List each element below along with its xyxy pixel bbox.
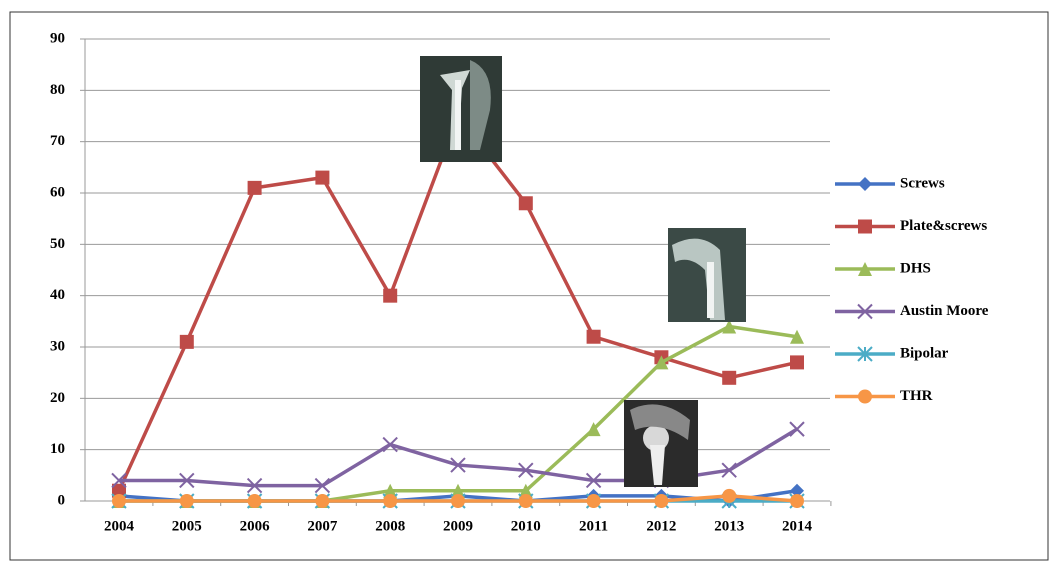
y-tick-label: 20 bbox=[50, 390, 65, 406]
marker bbox=[248, 181, 262, 195]
y-tick-label: 80 bbox=[50, 82, 65, 98]
marker bbox=[315, 494, 329, 508]
x-tick-label: 2004 bbox=[104, 518, 135, 534]
marker bbox=[587, 330, 601, 344]
y-tick-label: 30 bbox=[50, 338, 65, 354]
x-tick-label: 2014 bbox=[782, 518, 813, 534]
marker bbox=[722, 489, 736, 503]
marker bbox=[587, 494, 601, 508]
y-tick-label: 70 bbox=[50, 133, 65, 149]
x-tick-label: 2013 bbox=[714, 518, 744, 534]
marker bbox=[858, 390, 872, 404]
y-tick-label: 50 bbox=[50, 236, 65, 252]
xray-image bbox=[420, 56, 502, 162]
marker bbox=[519, 196, 533, 210]
marker bbox=[180, 494, 194, 508]
y-tick-label: 10 bbox=[50, 441, 65, 457]
legend-label: THR bbox=[900, 388, 933, 404]
chart: 0 10 20 30 40 50 60 70 80 90 2004 2005 2006 2007 2008 2… bbox=[0, 0, 1050, 564]
legend-label: Plate&screws bbox=[900, 218, 987, 234]
xray-image bbox=[624, 400, 698, 487]
xray-image bbox=[668, 228, 746, 322]
marker bbox=[654, 494, 668, 508]
legend-label: Austin Moore bbox=[900, 303, 989, 319]
x-tick-label: 2006 bbox=[240, 518, 271, 534]
marker bbox=[519, 494, 533, 508]
y-tick-label: 60 bbox=[50, 184, 65, 200]
marker bbox=[315, 171, 329, 185]
x-tick-label: 2008 bbox=[375, 518, 405, 534]
y-tick-label: 40 bbox=[50, 287, 65, 303]
x-tick-label: 2010 bbox=[511, 518, 541, 534]
marker bbox=[858, 220, 872, 234]
x-tick-label: 2007 bbox=[307, 518, 338, 534]
legend-label: Bipolar bbox=[900, 345, 949, 361]
marker bbox=[248, 494, 262, 508]
legend-label: Screws bbox=[900, 175, 945, 191]
marker bbox=[383, 494, 397, 508]
marker bbox=[112, 494, 126, 508]
marker bbox=[383, 289, 397, 303]
legend-label: DHS bbox=[900, 260, 931, 276]
x-tick-label: 2011 bbox=[579, 518, 608, 534]
marker bbox=[451, 494, 465, 508]
x-tick-label: 2005 bbox=[172, 518, 202, 534]
y-tick-label: 90 bbox=[50, 30, 65, 46]
marker bbox=[722, 371, 736, 385]
x-tick-label: 2012 bbox=[646, 518, 676, 534]
y-tick-label: 0 bbox=[58, 492, 66, 508]
marker bbox=[790, 355, 804, 369]
chart-frame bbox=[10, 12, 1048, 560]
marker bbox=[790, 494, 804, 508]
marker bbox=[180, 335, 194, 349]
x-tick-label: 2009 bbox=[443, 518, 473, 534]
